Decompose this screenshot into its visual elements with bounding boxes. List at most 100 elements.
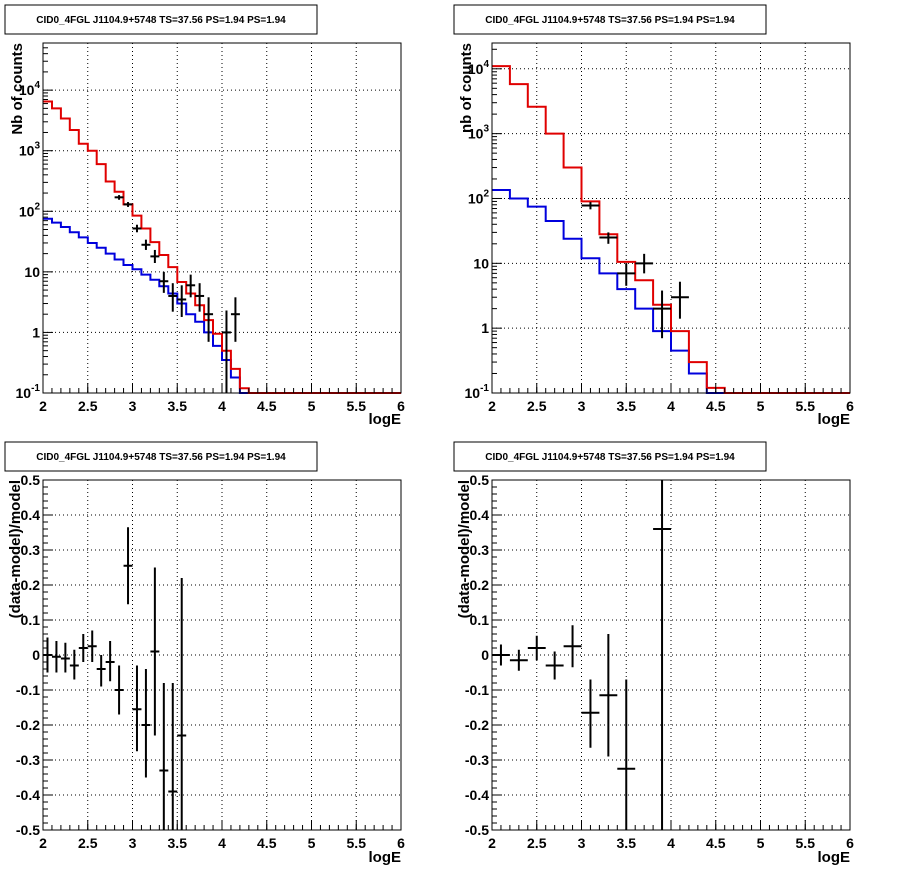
x-tick-label: 2.5 xyxy=(78,398,98,414)
title-box: CID0_4FGL J1104.9+5748 TS=37.56 PS=1.94 … xyxy=(453,4,767,35)
x-tick-label: 2.5 xyxy=(527,835,547,851)
pad-bottom-left: CID0_4FGL J1104.9+5748 TS=37.56 PS=1.94 … xyxy=(4,441,405,866)
data-point xyxy=(617,679,636,830)
data-point xyxy=(69,649,79,680)
x-tick-label: 2.5 xyxy=(527,398,547,414)
y-tick-label: 1 xyxy=(481,320,489,336)
x-tick-label: 3 xyxy=(129,398,137,414)
pad-bottom-right: CID0_4FGL J1104.9+5748 TS=37.56 PS=1.94 … xyxy=(453,441,854,866)
x-tick-label: 5 xyxy=(757,398,765,414)
x-tick-label: 4.5 xyxy=(257,398,277,414)
x-tick-label: 3 xyxy=(578,398,586,414)
y-axis-title: (data-model)/model xyxy=(7,480,24,618)
x-tick-label: 6 xyxy=(846,398,854,414)
y-tick-label: 10 xyxy=(24,264,40,280)
y-tick-label: 1 xyxy=(32,324,40,340)
y-tick-label: 0.5 xyxy=(21,472,41,488)
x-tick-label: 3 xyxy=(129,835,137,851)
x-axis-title: logE xyxy=(369,411,402,428)
y-tick-label: 0.5 xyxy=(470,472,490,488)
x-tick-label: 2 xyxy=(488,835,496,851)
data-point xyxy=(87,630,97,662)
y-tick-label: -0.3 xyxy=(16,752,40,768)
y-tick-label: -0.4 xyxy=(465,787,489,803)
data-point xyxy=(599,232,618,244)
data-point xyxy=(195,283,205,312)
data-point xyxy=(186,274,196,298)
y-axis-title: nb of counts xyxy=(458,43,475,133)
title-box: CID0_4FGL J1104.9+5748 TS=37.56 PS=1.94 … xyxy=(4,4,318,35)
data-point xyxy=(78,634,88,662)
data-point xyxy=(96,655,106,687)
x-tick-label: 4.5 xyxy=(706,398,726,414)
y-tick-label: -0.1 xyxy=(465,682,489,698)
y-tick-label: -0.2 xyxy=(465,717,489,733)
x-tick-label: 3.5 xyxy=(617,398,637,414)
data-point xyxy=(141,669,151,778)
x-axis-title: logE xyxy=(369,849,402,866)
data-point xyxy=(581,679,600,748)
y-tick-label: 10 xyxy=(473,255,489,271)
data-point xyxy=(527,635,546,661)
y-tick-label: 0.1 xyxy=(470,612,490,628)
y-tick-label: 0.2 xyxy=(470,577,490,593)
data-point xyxy=(105,641,115,682)
data-point xyxy=(141,239,151,250)
x-tick-label: 5.5 xyxy=(796,398,816,414)
y-tick-label: -0.1 xyxy=(16,682,40,698)
data-point xyxy=(168,683,178,830)
data-point xyxy=(653,290,671,339)
data-point xyxy=(123,527,133,605)
data-point xyxy=(599,634,618,757)
data-point xyxy=(222,310,231,393)
x-tick-label: 2.5 xyxy=(78,835,98,851)
data-point xyxy=(635,253,654,274)
data-point xyxy=(177,578,187,830)
data-point xyxy=(671,281,689,319)
x-tick-label: 6 xyxy=(397,835,405,851)
pad-top-right: CID0_4FGL J1104.9+5748 TS=37.56 PS=1.94 … xyxy=(453,4,854,428)
chart-title: CID0_4FGL J1104.9+5748 TS=37.56 PS=1.94 … xyxy=(36,452,286,463)
x-tick-label: 5 xyxy=(757,835,765,851)
x-tick-label: 2 xyxy=(39,835,47,851)
x-tick-label: 4 xyxy=(667,835,675,851)
x-tick-label: 5.5 xyxy=(796,835,816,851)
y-tick-label: -0.4 xyxy=(16,787,40,803)
y-tick-label: 0 xyxy=(32,647,40,663)
data-point xyxy=(150,567,160,736)
x-tick-label: 3 xyxy=(578,835,586,851)
y-tick-label: -0.2 xyxy=(16,717,40,733)
data-point xyxy=(132,665,142,752)
data-point xyxy=(123,202,133,207)
x-tick-label: 2 xyxy=(488,398,496,414)
x-tick-label: 4.5 xyxy=(257,835,277,851)
x-tick-label: 5.5 xyxy=(347,835,367,851)
x-tick-label: 5 xyxy=(308,398,316,414)
y-tick-label: 0.2 xyxy=(21,577,41,593)
x-axis-title: logE xyxy=(818,849,851,866)
x-tick-label: 4 xyxy=(218,835,226,851)
data-point xyxy=(168,283,178,312)
y-tick-label: -0.3 xyxy=(465,752,489,768)
y-axis-title: Nb of counts xyxy=(9,43,26,135)
y-axis-title: (data-model)/model xyxy=(456,480,473,618)
title-box: CID0_4FGL J1104.9+5748 TS=37.56 PS=1.94 … xyxy=(453,441,767,472)
data-point xyxy=(114,195,124,200)
y-tick-label: 0 xyxy=(481,647,489,663)
data-point xyxy=(132,224,142,233)
data-point xyxy=(51,641,61,673)
x-tick-label: 4.5 xyxy=(706,835,726,851)
data-point xyxy=(60,642,70,673)
data-point xyxy=(159,271,169,293)
chart-title: CID0_4FGL J1104.9+5748 TS=37.56 PS=1.94 … xyxy=(485,452,735,463)
x-tick-label: 4 xyxy=(218,398,226,414)
data-point xyxy=(114,665,124,715)
data-point xyxy=(653,480,671,830)
y-tick-label: 0.3 xyxy=(21,542,41,558)
x-tick-label: 5 xyxy=(308,835,316,851)
x-tick-label: 5.5 xyxy=(347,398,367,414)
x-tick-label: 3.5 xyxy=(168,398,188,414)
